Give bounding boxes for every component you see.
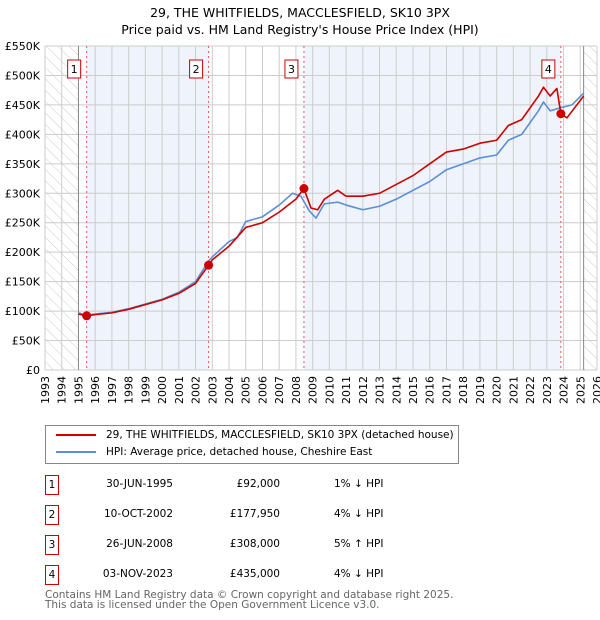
x-tick-label: 1998 [123, 376, 136, 404]
sale-label-box [541, 59, 556, 79]
sale-label: 3 [288, 63, 295, 76]
x-tick-label: 2003 [206, 376, 219, 404]
legend-label: HPI: Average price, detached house, Ches… [106, 446, 373, 458]
x-tick-label: 2020 [491, 376, 504, 404]
x-tick-label: 2011 [340, 376, 353, 404]
x-tick-label: 2010 [323, 376, 336, 404]
y-tick-label: £50K [12, 335, 41, 348]
transaction-row: 4 03-NOV-2023 £435,000 4% ↓ HPI [45, 565, 475, 585]
x-tick-label: 2007 [273, 376, 286, 404]
shaded-period [303, 46, 561, 370]
hpi-comparison: 1% ↓ HPI [334, 478, 384, 490]
chart-title: 29, THE WHITFIELDS, MACCLESFIELD, SK10 3… [0, 4, 600, 38]
x-tick-label: 2026 [591, 376, 600, 404]
y-tick-label: £300K [5, 187, 41, 200]
y-tick-label: £400K [5, 128, 41, 141]
y-tick-label: £450K [5, 99, 41, 112]
y-tick-label: £550K [5, 40, 41, 53]
x-tick-label: 1993 [39, 376, 52, 404]
footer-line-2: This data is licensed under the Open Gov… [45, 599, 380, 611]
x-tick-label: 1999 [139, 376, 152, 404]
x-tick-label: 2019 [474, 376, 487, 404]
y-tick-label: £150K [5, 276, 41, 289]
x-tick-label: 2012 [357, 376, 370, 404]
hpi-comparison: 4% ↓ HPI [334, 508, 384, 520]
x-tick-label: 2024 [558, 376, 571, 404]
sale-point [82, 311, 92, 321]
y-tick-label: £200K [5, 246, 41, 259]
sale-label-box [189, 59, 204, 79]
footer-line-1: Contains HM Land Registry data © Crown c… [45, 589, 454, 601]
sale-price: £177,950 [229, 508, 280, 520]
x-tick-label: 1996 [89, 376, 102, 404]
x-tick-label: 2022 [524, 376, 537, 404]
x-tick-label: 2013 [374, 376, 387, 404]
x-tick-label: 2004 [223, 376, 236, 404]
x-tick-label: 2009 [307, 376, 320, 404]
legend-item-property: 29, THE WHITFIELDS, MACCLESFIELD, SK10 3… [56, 429, 454, 441]
sale-point [204, 260, 214, 270]
y-tick-label: £350K [5, 158, 41, 171]
x-tick-label: 2005 [240, 376, 253, 404]
x-tick-label: 1997 [106, 376, 119, 404]
x-tick-label: 2018 [457, 376, 470, 404]
x-tick-label: 2016 [424, 376, 437, 404]
y-tick-label: £250K [5, 217, 41, 230]
sale-number-badge: 1 [45, 475, 59, 495]
sale-number-badge: 3 [45, 535, 59, 555]
title-line-2: Price paid vs. HM Land Registry's House … [121, 22, 479, 37]
hpi-line [78, 92, 585, 317]
legend-item-hpi: HPI: Average price, detached house, Ches… [56, 446, 372, 458]
sale-point [299, 184, 309, 194]
shaded-period [86, 46, 209, 370]
transaction-row: 1 30-JUN-1995 £92,000 1% ↓ HPI [45, 475, 475, 495]
legend-label: 29, THE WHITFIELDS, MACCLESFIELD, SK10 3… [106, 429, 454, 441]
x-tick-label: 2021 [507, 376, 520, 404]
hpi-comparison: 5% ↑ HPI [334, 538, 384, 550]
sale-label: 1 [71, 63, 78, 76]
hatched-no-data-right [583, 46, 597, 370]
sale-label-box [67, 59, 82, 79]
property-price-line [78, 86, 585, 317]
y-tick-label: £0 [26, 364, 40, 377]
x-tick-label: 1994 [56, 376, 69, 404]
x-tick-label: 2008 [290, 376, 303, 404]
x-tick-label: 2023 [541, 376, 554, 404]
sale-price: £308,000 [229, 538, 280, 550]
y-tick-label: £500K [5, 69, 41, 82]
sale-label: 2 [193, 63, 200, 76]
sale-date: 03-NOV-2023 [102, 568, 173, 580]
y-tick-label: £100K [5, 305, 41, 318]
x-tick-label: 2001 [173, 376, 186, 404]
sale-date: 30-JUN-1995 [106, 478, 173, 490]
footer: Contains HM Land Registry data © Crown c… [45, 589, 454, 611]
sale-label: 4 [545, 63, 552, 76]
sale-date: 26-JUN-2008 [106, 538, 173, 550]
legend: 29, THE WHITFIELDS, MACCLESFIELD, SK10 3… [45, 425, 459, 464]
x-tick-label: 2015 [407, 376, 420, 404]
price-chart: 1993 1994 1995 1996 1997 1998 1999 2000 2001 2002… [5, 40, 600, 404]
sale-price: £92,000 [236, 478, 280, 490]
x-tick-label: 2002 [190, 376, 203, 404]
x-tick-label: 2006 [256, 376, 269, 404]
x-tick-label: 2000 [156, 376, 169, 404]
x-tick-label: 2014 [390, 376, 403, 404]
sale-point [556, 109, 566, 119]
sale-label-box [284, 59, 299, 79]
sale-number-badge: 4 [45, 565, 59, 585]
x-tick-label: 1995 [72, 376, 85, 404]
hpi-comparison: 4% ↓ HPI [334, 568, 384, 580]
sale-number-badge: 2 [45, 505, 59, 525]
title-line-1: 29, THE WHITFIELDS, MACCLESFIELD, SK10 3… [150, 5, 450, 20]
transaction-row: 3 26-JUN-2008 £308,000 5% ↑ HPI [45, 535, 475, 555]
transaction-row: 2 10-OCT-2002 £177,950 4% ↓ HPI [45, 505, 475, 525]
legend-swatch-red [56, 434, 96, 436]
sale-price: £435,000 [229, 568, 280, 580]
x-tick-label: 2025 [574, 376, 587, 404]
legend-swatch-blue [56, 451, 96, 453]
x-tick-label: 2017 [440, 376, 453, 404]
sale-date: 10-OCT-2002 [104, 508, 173, 520]
